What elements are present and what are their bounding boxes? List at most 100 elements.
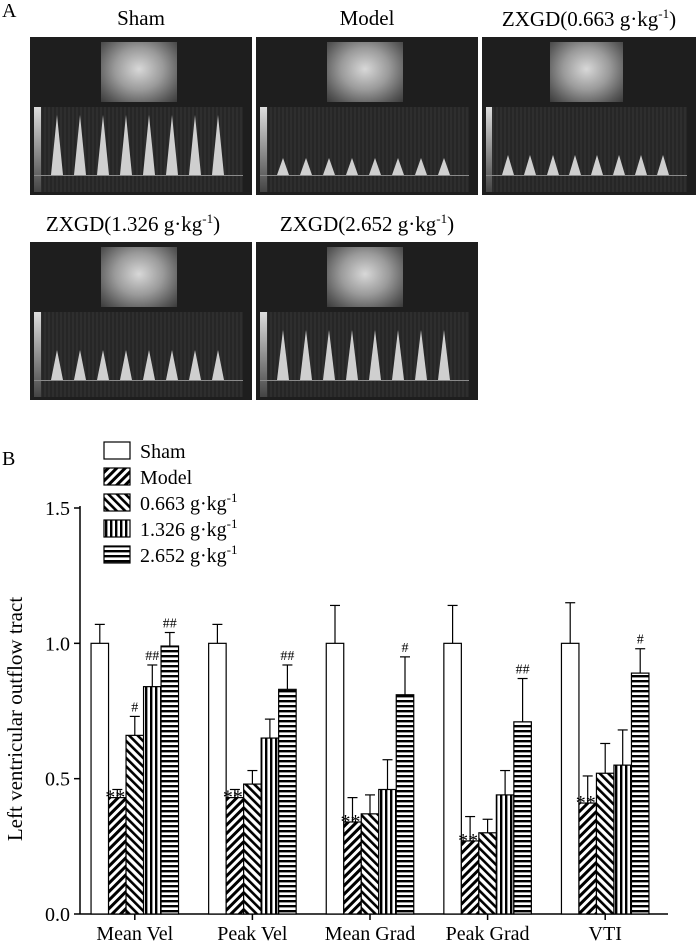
- bar: [443, 642, 462, 915]
- echo-2d-view: [101, 246, 177, 307]
- spectrum-baseline: [34, 379, 244, 381]
- bar: [107, 797, 127, 915]
- doppler-peak: [345, 329, 358, 380]
- significance-mark: ##: [516, 663, 530, 678]
- echo-image-zxgd-1326: [30, 242, 252, 400]
- doppler-peak: [277, 329, 290, 380]
- y-tick-label: 1.5: [45, 498, 70, 520]
- echo-2d-view: [550, 41, 624, 102]
- significance-mark: **: [458, 830, 478, 852]
- significance-mark: #: [131, 700, 138, 715]
- image-title-zxgd-1326: ZXGD(1.326 g·kg-1): [45, 211, 221, 236]
- spectrum-baseline: [260, 174, 470, 176]
- y-tick-label: 0.0: [45, 904, 70, 926]
- doppler-peak: [300, 157, 313, 175]
- bar: [325, 642, 345, 915]
- image-title-zxgd-2652: ZXGD(2.652 g·kg-1): [279, 211, 455, 236]
- echo-image-zxgd-0663: [482, 37, 696, 195]
- bar: [595, 772, 615, 915]
- doppler-peak: [323, 157, 336, 175]
- doppler-peak: [74, 114, 87, 175]
- bar: [513, 721, 532, 915]
- legend-swatch: [103, 467, 131, 486]
- legend-swatch: [103, 545, 131, 564]
- bar: [630, 672, 650, 915]
- significance-mark: **: [576, 792, 596, 814]
- bar: [278, 688, 297, 915]
- legend-entry: Sham: [140, 441, 186, 463]
- bar: [343, 821, 362, 915]
- doppler-spectrum: [34, 311, 244, 397]
- doppler-peak: [142, 349, 155, 380]
- legend-entry: 2.652 g·kg-1: [140, 542, 238, 567]
- spectrum-baseline: [34, 174, 244, 176]
- doppler-peak: [414, 329, 427, 380]
- bar: [560, 642, 580, 915]
- significance-mark: ##: [163, 617, 177, 632]
- y-tick-label: 1.0: [45, 633, 70, 655]
- legend-swatch: [103, 441, 131, 460]
- doppler-spectrum: [34, 106, 244, 192]
- doppler-peak: [277, 157, 290, 175]
- legend-swatch: [103, 493, 131, 512]
- chart-axes: 0.0 0.5 1.0 1.5 Mean Vel Peak Vel Mean Grad Pea…: [45, 498, 668, 942]
- doppler-peak: [51, 114, 64, 175]
- significance-mark: ##: [145, 649, 159, 664]
- doppler-peak: [97, 114, 110, 175]
- echo-2d-view: [101, 41, 177, 102]
- doppler-peak: [211, 114, 224, 175]
- x-tick-label: Peak Grad: [446, 923, 530, 942]
- significance-mark: #: [402, 641, 409, 656]
- bar: [260, 737, 280, 915]
- legend-entry: 0.663 g·kg-1: [140, 490, 238, 515]
- bar-chart: Left ventricular outflow tract 0.0 0.5 1.0…: [3, 441, 668, 942]
- doppler-peak: [188, 349, 201, 380]
- bar: [478, 832, 497, 915]
- x-tick-label: VTI: [589, 923, 622, 942]
- doppler-peak: [165, 114, 178, 175]
- bar: [125, 734, 145, 915]
- bar: [378, 788, 397, 915]
- doppler-peak: [568, 154, 581, 175]
- bar: [208, 642, 227, 915]
- x-tick-label: Mean Vel: [96, 923, 173, 942]
- spectrum-baseline: [260, 379, 470, 381]
- legend-entry-sup: -1: [227, 542, 238, 557]
- doppler-spectrum: [260, 311, 470, 397]
- doppler-peak: [414, 157, 427, 175]
- doppler-peak: [391, 157, 404, 175]
- legend-entry-sup: -1: [227, 490, 238, 505]
- x-tick-label: Mean Grad: [325, 923, 416, 942]
- legend-swatch: [103, 519, 131, 538]
- image-title-sham: Sham: [117, 6, 165, 30]
- legend-entry: 1.326 g·kg-1: [140, 516, 238, 541]
- doppler-peak: [51, 349, 64, 380]
- doppler-peak: [502, 154, 515, 175]
- doppler-peak: [97, 349, 110, 380]
- image-title-zxgd-0663: ZXGD(0.663 g·kg-1): [501, 6, 677, 31]
- chart-bars: **#####**##**#**##**#: [90, 602, 650, 915]
- doppler-peak: [368, 329, 381, 380]
- bar: [578, 802, 598, 915]
- doppler-peak: [612, 154, 625, 175]
- spectrum-baseline: [486, 174, 688, 176]
- bar: [613, 764, 633, 915]
- doppler-peak: [437, 329, 450, 380]
- legend-entry: Model: [140, 467, 193, 489]
- significance-mark: ##: [280, 649, 294, 664]
- bar: [225, 797, 245, 915]
- doppler-peak: [211, 349, 224, 380]
- significance-mark: **: [223, 787, 243, 809]
- gray-scale-bar: [260, 106, 267, 192]
- doppler-peak: [165, 349, 178, 380]
- bar: [90, 642, 110, 915]
- y-tick-label: 0.5: [45, 769, 70, 791]
- bar: [360, 813, 380, 915]
- doppler-peak: [524, 154, 537, 175]
- echo-image-model: [256, 37, 478, 195]
- bar: [142, 686, 162, 915]
- panel-a-label: A: [2, 0, 17, 22]
- bar: [243, 783, 262, 915]
- doppler-peak: [345, 157, 358, 175]
